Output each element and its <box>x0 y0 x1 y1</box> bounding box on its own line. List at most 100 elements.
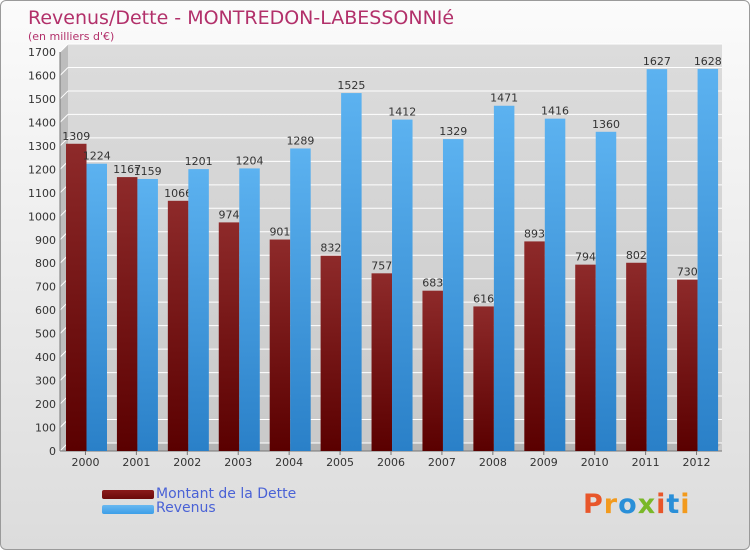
bar-revenus <box>341 93 362 451</box>
x-tick-label: 2004 <box>275 456 303 469</box>
legend-label-revenus: Revenus <box>156 500 216 516</box>
data-label-revenus: 1360 <box>592 118 620 131</box>
y-tick-label: 1100 <box>28 187 56 200</box>
x-tick-label: 2005 <box>326 456 354 469</box>
data-label-dette: 802 <box>626 249 647 262</box>
chart-title: Revenus/Dette - MONTREDON-LABESSONNIé <box>28 7 455 29</box>
legend-label-dette: Montant de la Dette <box>156 486 297 502</box>
data-label-revenus: 1416 <box>541 105 569 118</box>
bar-dette <box>677 279 698 451</box>
y-tick-label: 1700 <box>28 46 56 59</box>
bar-revenus <box>239 168 260 451</box>
chart-subtitle: (en milliers d'€) <box>28 30 115 43</box>
x-tick-label: 2008 <box>479 456 507 469</box>
proxiti-logo: Proxiti <box>583 489 691 520</box>
legend-swatch-dette <box>102 490 154 499</box>
y-tick-label: 300 <box>35 375 56 388</box>
data-label-dette: 1167 <box>113 163 141 176</box>
gridline-diagonal <box>59 137 69 147</box>
bar-dette <box>626 262 647 451</box>
logo-letter: x <box>637 489 657 520</box>
data-label-revenus: 1201 <box>185 155 213 168</box>
y-tick-label: 900 <box>35 234 56 247</box>
x-tick-label: 2009 <box>530 456 558 469</box>
data-label-dette: 757 <box>371 259 392 272</box>
y-tick-label: 800 <box>35 257 56 270</box>
legend-swatch-revenus <box>102 505 154 514</box>
y-tick-label: 400 <box>35 351 56 364</box>
data-label-revenus: 1224 <box>83 150 111 163</box>
y-tick-label: 200 <box>35 398 56 411</box>
data-label-dette: 832 <box>320 242 341 255</box>
data-label-dette: 616 <box>473 292 494 305</box>
data-label-revenus: 1204 <box>236 154 264 167</box>
bar-dette <box>320 255 342 451</box>
logo-letter: i <box>656 489 667 520</box>
y-tick-label: 500 <box>35 328 56 341</box>
data-label-dette: 683 <box>422 277 443 290</box>
bar-revenus <box>137 178 158 451</box>
bar-dette <box>524 241 545 451</box>
y-tick-label: 1200 <box>28 163 56 176</box>
bar-revenus <box>86 163 107 451</box>
logo-letter: P <box>583 489 604 520</box>
y-tick-label: 1600 <box>28 69 56 82</box>
gridline-diagonal <box>59 43 69 53</box>
gridline-diagonal <box>59 90 69 100</box>
data-label-revenus: 1627 <box>643 55 671 68</box>
data-label-revenus: 1159 <box>134 165 162 178</box>
data-label-revenus: 1329 <box>439 125 467 138</box>
x-tick-label: 2001 <box>122 456 150 469</box>
data-label-dette: 893 <box>524 227 545 240</box>
gridline-diagonal <box>59 114 69 123</box>
bar-dette <box>116 177 138 451</box>
bar-dette <box>218 222 240 451</box>
bar-revenus <box>493 105 515 451</box>
logo-letter: o <box>618 489 638 520</box>
x-tick-label: 2007 <box>428 456 456 469</box>
bar-revenus <box>697 68 719 451</box>
bar-dette <box>422 290 443 451</box>
data-label-revenus: 1628 <box>694 55 722 68</box>
data-label-revenus: 1412 <box>388 106 416 119</box>
logo-letter: t <box>666 489 681 520</box>
x-tick-label: 2003 <box>224 456 252 469</box>
y-tick-label: 0 <box>49 445 56 458</box>
y-tick-label: 1500 <box>28 93 56 106</box>
x-tick-label: 2010 <box>581 456 609 469</box>
data-label-dette: 794 <box>575 251 596 264</box>
y-tick-label: 600 <box>35 304 56 317</box>
y-tick-label: 700 <box>35 281 56 294</box>
x-tick-label: 2002 <box>173 456 201 469</box>
bar-dette <box>473 306 494 451</box>
data-label-dette: 901 <box>269 226 290 239</box>
bar-dette <box>66 143 87 451</box>
logo-letter: r <box>603 489 619 520</box>
y-tick-label: 1000 <box>28 210 56 223</box>
bar-dette <box>575 264 596 451</box>
y-tick-label: 100 <box>35 422 56 435</box>
data-label-dette: 730 <box>677 266 698 279</box>
bar-dette <box>371 273 393 451</box>
data-label-dette: 1309 <box>62 130 90 143</box>
data-label-revenus: 1471 <box>490 92 518 105</box>
x-tick-label: 2012 <box>683 456 711 469</box>
bar-dette <box>269 239 291 451</box>
bar-revenus <box>595 131 617 452</box>
x-tick-label: 2000 <box>71 456 99 469</box>
bar-revenus <box>290 148 311 451</box>
y-tick-label: 1400 <box>28 116 56 129</box>
y-tick-label: 1300 <box>28 140 56 153</box>
bar-revenus <box>188 169 209 452</box>
data-label-revenus: 1525 <box>337 79 365 92</box>
bar-revenus <box>646 69 668 451</box>
data-label-dette: 974 <box>219 208 240 221</box>
x-tick-label: 2006 <box>377 456 405 469</box>
bar-dette <box>167 200 189 451</box>
bar-revenus <box>392 119 413 452</box>
data-label-revenus: 1289 <box>286 134 314 147</box>
data-label-dette: 1066 <box>164 187 192 200</box>
gridline-diagonal <box>59 67 69 76</box>
